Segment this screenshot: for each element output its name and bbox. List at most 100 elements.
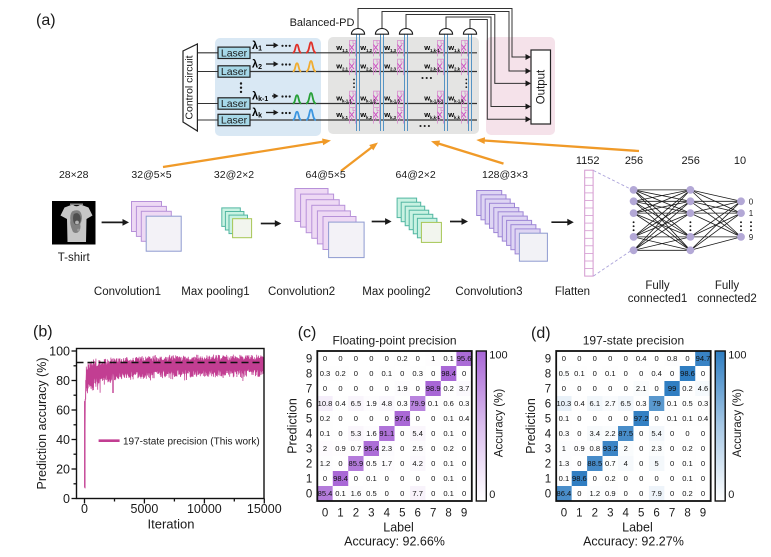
svg-text:0: 0 (354, 384, 358, 393)
svg-text:5000: 5000 (131, 502, 159, 516)
svg-text:wk,k-1: wk,k-1 (423, 110, 440, 120)
svg-text:0: 0 (462, 429, 466, 438)
svg-text:4.2: 4.2 (412, 459, 423, 468)
svg-text:0: 0 (593, 474, 597, 483)
svg-text:0.8: 0.8 (590, 444, 601, 453)
svg-text:9: 9 (461, 508, 467, 520)
svg-text:0.1: 0.1 (559, 474, 570, 483)
svg-text:(b): (b) (33, 324, 53, 341)
svg-text:0.1: 0.1 (443, 459, 454, 468)
svg-text:w2,3: w2,3 (383, 62, 396, 72)
svg-text:w2,2: w2,2 (359, 62, 372, 72)
svg-text:0: 0 (670, 489, 674, 498)
svg-text:85.4: 85.4 (318, 489, 333, 498)
svg-text:wk,k: wk,k (447, 110, 460, 120)
svg-text:2.7: 2.7 (605, 399, 616, 408)
svg-text:0.2: 0.2 (682, 489, 693, 498)
svg-text:5.3: 5.3 (351, 429, 362, 438)
svg-text:128@3×3: 128@3×3 (482, 169, 528, 181)
svg-text:0.1: 0.1 (605, 369, 616, 378)
svg-text:1.2: 1.2 (590, 489, 601, 498)
svg-text:Convolution3: Convolution3 (455, 286, 522, 298)
svg-text:0: 0 (338, 429, 342, 438)
svg-text:97.6: 97.6 (395, 414, 410, 423)
svg-text:w1,1: w1,1 (335, 43, 348, 53)
svg-text:Convolution2: Convolution2 (268, 286, 335, 298)
svg-text:0: 0 (545, 489, 551, 501)
svg-text:wk-1,3: wk-1,3 (383, 94, 400, 104)
svg-text:2.1: 2.1 (636, 384, 647, 393)
svg-text:0: 0 (338, 384, 342, 393)
svg-text:0.4: 0.4 (574, 399, 585, 408)
svg-text:3: 3 (545, 444, 551, 456)
svg-text:95.6: 95.6 (457, 354, 472, 363)
svg-text:wk,1: wk,1 (335, 110, 348, 120)
svg-text:0: 0 (81, 502, 88, 516)
svg-text:0: 0 (400, 474, 404, 483)
svg-text:Laser: Laser (221, 66, 248, 78)
svg-text:0.2: 0.2 (335, 369, 346, 378)
svg-text:Convolution1: Convolution1 (94, 286, 161, 298)
svg-text:20: 20 (56, 462, 70, 476)
svg-text:10000: 10000 (187, 502, 222, 516)
svg-text:0: 0 (685, 429, 689, 438)
svg-text:Laser: Laser (221, 98, 248, 110)
svg-text:4: 4 (384, 508, 391, 520)
svg-text:98.6: 98.6 (680, 369, 695, 378)
svg-text:connected1: connected1 (628, 293, 687, 305)
svg-text:0: 0 (323, 354, 327, 363)
svg-text:0.1: 0.1 (320, 429, 331, 438)
svg-text:0: 0 (462, 444, 466, 453)
svg-text:8: 8 (684, 508, 690, 520)
svg-text:0: 0 (562, 384, 566, 393)
svg-text:8: 8 (545, 369, 551, 381)
svg-text:91.1: 91.1 (379, 429, 394, 438)
svg-text:Control circuit: Control circuit (184, 55, 196, 119)
svg-text:85.9: 85.9 (349, 459, 364, 468)
svg-text:0: 0 (728, 489, 734, 501)
svg-text:0: 0 (749, 197, 754, 206)
svg-text:32@2×2: 32@2×2 (214, 169, 254, 181)
svg-text:4.6: 4.6 (698, 384, 709, 393)
svg-text:0: 0 (639, 489, 643, 498)
svg-text:2.3: 2.3 (382, 444, 393, 453)
svg-text:9: 9 (306, 354, 312, 366)
svg-text:7: 7 (430, 508, 436, 520)
svg-text:8: 8 (306, 369, 312, 381)
svg-text:0: 0 (670, 459, 674, 468)
svg-text:0: 0 (431, 429, 435, 438)
svg-text:10.3: 10.3 (557, 399, 572, 408)
svg-text:1.9: 1.9 (366, 399, 377, 408)
svg-text:5: 5 (654, 459, 658, 468)
svg-text:0: 0 (639, 474, 643, 483)
svg-text:98.4: 98.4 (441, 369, 456, 378)
svg-text:0: 0 (654, 474, 658, 483)
svg-text:0: 0 (354, 354, 358, 363)
svg-text:0: 0 (701, 474, 705, 483)
svg-text:197-state precision: 197-state precision (583, 334, 684, 348)
svg-text:0.2: 0.2 (443, 384, 454, 393)
svg-text:6: 6 (306, 399, 312, 411)
svg-text:93.2: 93.2 (603, 444, 618, 453)
svg-text:Accuracy (%): Accuracy (%) (732, 389, 744, 458)
svg-text:0.3: 0.3 (459, 399, 470, 408)
svg-text:0: 0 (701, 444, 705, 453)
svg-text:0: 0 (639, 444, 643, 453)
svg-text:0.1: 0.1 (443, 354, 454, 363)
svg-text:0.1: 0.1 (682, 459, 693, 468)
svg-text:7: 7 (545, 384, 551, 396)
svg-text:0.1: 0.1 (335, 489, 346, 498)
svg-text:0: 0 (431, 369, 435, 378)
svg-text:0: 0 (670, 444, 674, 453)
svg-text:9: 9 (700, 508, 706, 520)
svg-text:0: 0 (323, 384, 327, 393)
svg-text:w2,1: w2,1 (335, 62, 348, 72)
svg-text:0: 0 (354, 474, 358, 483)
svg-text:9: 9 (749, 233, 754, 242)
svg-text:0.3: 0.3 (412, 369, 423, 378)
svg-text:wk-1,1: wk-1,1 (335, 94, 352, 104)
svg-text:2.5: 2.5 (412, 444, 423, 453)
svg-text:87.5: 87.5 (618, 429, 633, 438)
svg-text:97.2: 97.2 (634, 414, 649, 423)
svg-text:2: 2 (306, 459, 312, 471)
